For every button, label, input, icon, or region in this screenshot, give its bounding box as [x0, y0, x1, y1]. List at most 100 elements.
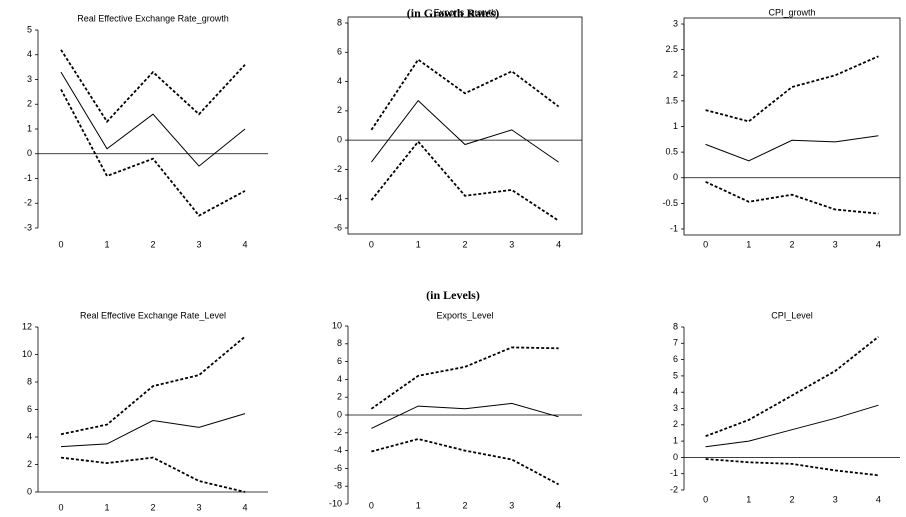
y-tick-label: 4 — [27, 431, 32, 441]
y-tick-label: 0.5 — [665, 147, 678, 157]
y-tick-label: 2 — [337, 105, 342, 115]
x-tick-label: 3 — [196, 239, 201, 249]
x-tick-label: 3 — [196, 502, 201, 512]
y-tick-label: 2 — [673, 70, 678, 80]
section-header: (in Levels) — [426, 288, 480, 302]
x-tick-label: 2 — [462, 500, 467, 510]
band-line — [370, 346, 559, 410]
y-tick-label: 4 — [337, 374, 342, 384]
band-line — [370, 58, 560, 131]
y-tick-label: 2 — [27, 99, 32, 109]
x-tick-label: 0 — [369, 239, 374, 249]
x-tick-label: 2 — [150, 502, 155, 512]
band-line — [705, 336, 879, 438]
chart-title: Exports_Level — [436, 310, 493, 320]
response-line — [60, 71, 246, 167]
y-tick-label: -8 — [334, 481, 342, 491]
x-tick-label: 4 — [556, 239, 561, 249]
y-tick-label: 4 — [337, 76, 342, 86]
x-tick-label: 0 — [58, 239, 63, 249]
x-tick-label: 0 — [703, 239, 708, 249]
x-tick-label: 3 — [509, 239, 514, 249]
y-tick-label: -4 — [334, 445, 342, 455]
y-tick-label: -2 — [334, 164, 342, 174]
chart-title: CPI_growth — [768, 7, 815, 17]
x-tick-label: 1 — [416, 500, 421, 510]
x-tick-label: 2 — [789, 494, 794, 504]
chart-title: Real Effective Exchange Rate_Level — [80, 310, 226, 320]
y-tick-label: 1 — [673, 121, 678, 131]
y-tick-label: 2 — [337, 392, 342, 402]
response-line — [371, 99, 559, 163]
y-tick-label: 1 — [27, 123, 32, 133]
y-tick-label: 10 — [22, 349, 32, 359]
y-tick-label: -2 — [670, 484, 678, 494]
y-tick-label: -4 — [334, 193, 342, 203]
y-tick-label: -2 — [334, 427, 342, 437]
y-tick-label: 2.5 — [665, 44, 678, 54]
response-line — [60, 413, 246, 448]
y-tick-label: -1 — [670, 223, 678, 233]
response-line — [705, 404, 879, 448]
y-tick-label: 2 — [673, 419, 678, 429]
y-tick-label: 1 — [673, 435, 678, 445]
plot-frame — [347, 16, 583, 235]
section-header: (in Growth Rates) — [407, 6, 499, 20]
x-tick-label: 0 — [703, 494, 708, 504]
y-tick-label: -6 — [334, 222, 342, 232]
y-tick-label: 8 — [337, 338, 342, 348]
response-line — [705, 135, 879, 162]
x-tick-label: 4 — [556, 500, 561, 510]
y-tick-label: 8 — [27, 376, 32, 386]
y-tick-label: -10 — [329, 498, 342, 508]
x-tick-label: 0 — [369, 500, 374, 510]
y-tick-label: 0 — [337, 409, 342, 419]
y-tick-label: 0 — [27, 486, 32, 496]
x-tick-label: 2 — [462, 239, 467, 249]
y-tick-label: 4 — [673, 387, 678, 397]
band-line — [60, 456, 246, 493]
y-tick-label: 0 — [27, 148, 32, 158]
y-tick-label: 8 — [337, 17, 342, 27]
x-tick-label: 1 — [416, 239, 421, 249]
y-tick-label: 12 — [22, 321, 32, 331]
band-line — [60, 49, 246, 124]
y-tick-label: -1 — [24, 173, 32, 183]
x-tick-label: 1 — [104, 239, 109, 249]
y-tick-label: 3 — [673, 18, 678, 28]
x-tick-label: 2 — [789, 239, 794, 249]
y-tick-label: 3 — [673, 403, 678, 413]
band-line — [60, 88, 246, 217]
y-tick-label: 5 — [27, 24, 32, 34]
x-tick-label: 4 — [242, 502, 247, 512]
plot-frame — [683, 17, 901, 236]
y-tick-label: 6 — [673, 354, 678, 364]
y-tick-label: -0.5 — [662, 198, 678, 208]
y-tick-label: 8 — [673, 321, 678, 331]
x-tick-label: 1 — [746, 239, 751, 249]
band-line — [371, 438, 560, 486]
y-tick-label: 1.5 — [665, 95, 678, 105]
y-tick-label: 6 — [337, 356, 342, 366]
y-tick-label: 2 — [27, 459, 32, 469]
y-tick-label: -6 — [334, 463, 342, 473]
x-tick-label: 0 — [58, 502, 63, 512]
response-line — [371, 402, 559, 429]
x-tick-label: 1 — [104, 502, 109, 512]
y-tick-label: -1 — [670, 468, 678, 478]
x-tick-label: 4 — [876, 239, 881, 249]
chart-title: Exports_growth — [434, 7, 497, 17]
y-tick-label: 6 — [27, 404, 32, 414]
y-tick-label: 5 — [673, 370, 678, 380]
y-tick-label: 0 — [337, 135, 342, 145]
x-tick-label: 4 — [242, 239, 247, 249]
band-line — [705, 180, 879, 215]
band-line — [705, 55, 879, 123]
x-tick-label: 4 — [876, 494, 881, 504]
y-tick-label: 0 — [673, 452, 678, 462]
y-tick-label: 7 — [673, 338, 678, 348]
band-line — [60, 335, 246, 436]
y-tick-label: 4 — [27, 49, 32, 59]
chart-title: CPI_Level — [771, 310, 813, 320]
